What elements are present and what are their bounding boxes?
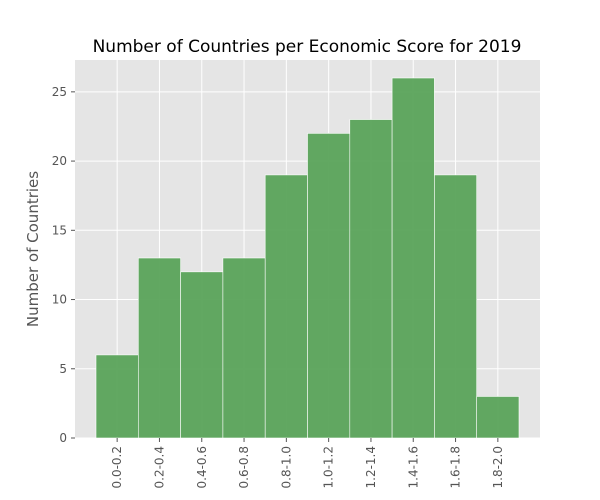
x-tick-label: 0.4-0.6 [195, 446, 209, 489]
y-tick-label: 10 [52, 293, 67, 307]
bar [391, 77, 435, 439]
x-tick-label: 1.8-2.0 [491, 446, 505, 489]
x-tick-label: 0.0-0.2 [110, 446, 124, 489]
x-tick-label: 0.8-1.0 [279, 446, 293, 489]
y-tick-label: 0 [59, 431, 67, 445]
x-tick-label: 1.2-1.4 [364, 446, 378, 489]
bar [222, 257, 266, 439]
bar [476, 396, 520, 439]
bar [138, 257, 181, 439]
bar [434, 174, 477, 439]
y-tick-label: 20 [52, 154, 67, 168]
chart-title: Number of Countries per Economic Score f… [93, 37, 522, 57]
bar [307, 133, 351, 439]
y-tick-label: 25 [52, 85, 67, 99]
bar [264, 174, 308, 439]
bar [180, 271, 224, 439]
x-tick-label: 1.0-1.2 [322, 446, 336, 489]
bar [349, 119, 393, 439]
y-tick-label: 15 [52, 223, 67, 237]
x-tick-label: 1.4-1.6 [406, 446, 420, 489]
bar [95, 354, 139, 439]
x-tick-label: 1.6-1.8 [449, 446, 463, 489]
y-tick-label: 5 [59, 362, 67, 376]
x-tick-label: 0.2-0.4 [152, 446, 166, 489]
y-axis-label: Number of Countries [24, 171, 42, 327]
x-tick-label: 0.6-0.8 [237, 446, 251, 489]
